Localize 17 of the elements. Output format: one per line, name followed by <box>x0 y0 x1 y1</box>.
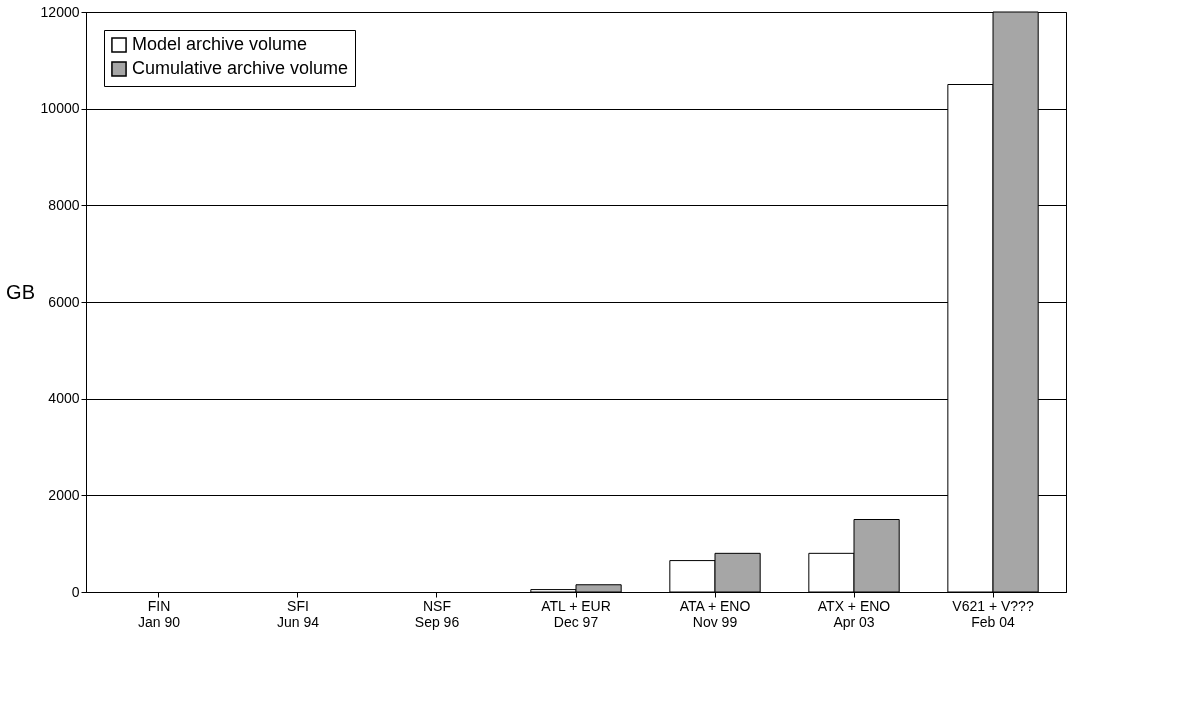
x-tick-label: FIN Jan 90 <box>137 597 181 630</box>
y-tick-label: 0 <box>71 583 80 600</box>
y-tick-label: 2000 <box>48 486 80 503</box>
y-tick-label: 6000 <box>48 293 80 310</box>
legend-label: Model archive volume <box>132 34 308 54</box>
y-tick-label: 12000 <box>40 3 80 20</box>
x-tick-label: SFI Jun 94 <box>276 597 320 630</box>
y-axis-title: GB <box>6 280 36 303</box>
legend-label: Cumulative archive volume <box>132 58 349 78</box>
y-tick-label: 10000 <box>40 100 80 117</box>
x-tick-label: ATX + ENO Apr 03 <box>817 597 891 630</box>
x-tick-label: V621 + V??? Feb 04 <box>952 597 1034 630</box>
x-tick-label: ATL + EUR Dec 97 <box>541 597 611 630</box>
y-tick-label: 8000 <box>48 196 80 213</box>
x-tick-label: NSF Sep 96 <box>414 597 460 630</box>
x-tick-label: ATA + ENO Nov 99 <box>679 597 751 630</box>
y-tick-label: 4000 <box>48 390 80 407</box>
